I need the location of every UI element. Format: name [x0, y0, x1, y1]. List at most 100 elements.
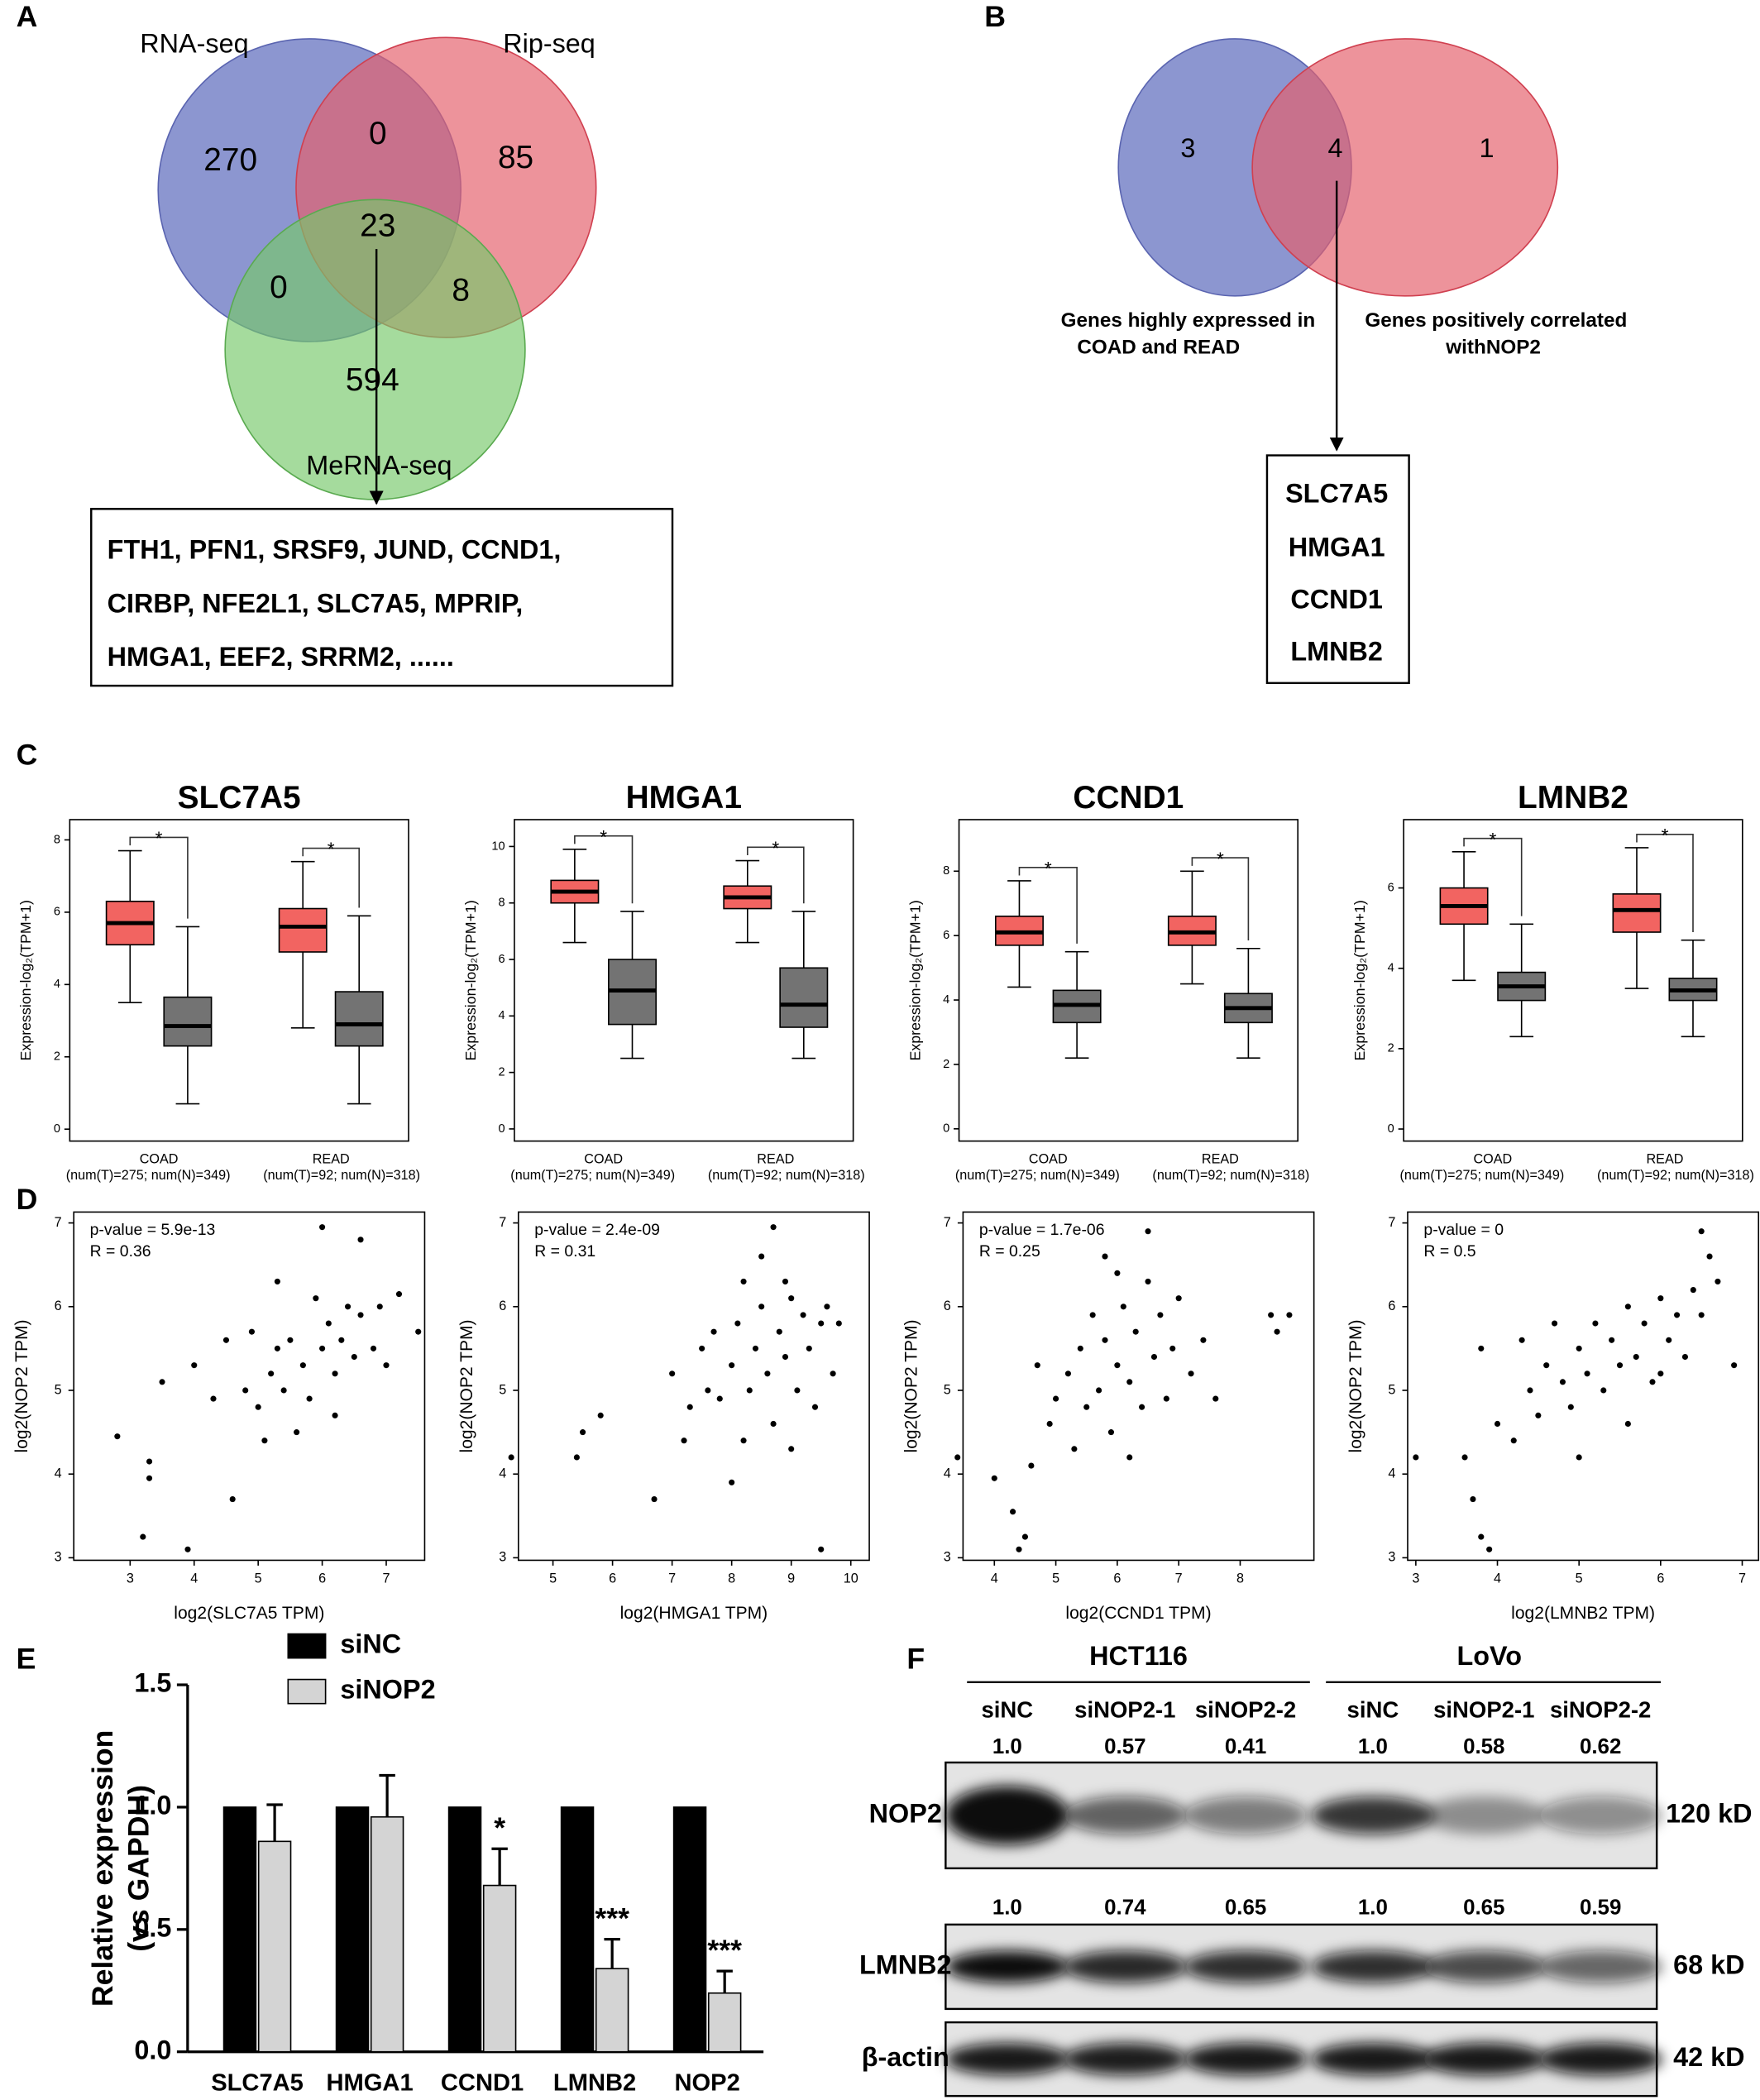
y-tick-label: 4 [944, 1466, 951, 1481]
set-label: Genes highly expressed in [1061, 309, 1315, 332]
gene-list: HMGA1, EEF2, SRRM2, ...... [108, 642, 454, 672]
y-tick-label: 8 [943, 864, 949, 878]
bar [482, 1884, 517, 2053]
band-ratio: 0.65 [1463, 1896, 1504, 1919]
blot-band [1063, 2043, 1187, 2076]
plot-frame [1403, 819, 1743, 1142]
significance-mark: * [1489, 829, 1496, 850]
region-count: 594 [346, 362, 399, 398]
point [782, 1353, 789, 1361]
point [1616, 1362, 1624, 1369]
set-label: Genes positively correlated [1365, 309, 1627, 332]
point [651, 1495, 658, 1503]
point [580, 1429, 586, 1436]
y-tick-label: 6 [943, 929, 949, 942]
bar [447, 1806, 482, 2053]
y-tick-label: 4 [943, 993, 949, 1007]
group-label: HCT116 [1089, 1641, 1188, 1671]
chart-title: CCND1 [1073, 780, 1184, 816]
x-tick-label: 10 [844, 1571, 858, 1586]
point [332, 1371, 338, 1377]
point [746, 1387, 753, 1394]
point [191, 1362, 198, 1369]
significance-mark: * [1662, 825, 1669, 846]
region-count: 4 [1328, 133, 1343, 163]
point [1600, 1387, 1607, 1394]
lane-label: siNC [1347, 1697, 1399, 1723]
point [1470, 1495, 1476, 1503]
gene-box [90, 508, 674, 687]
blot-band [1422, 1950, 1546, 1983]
point [344, 1304, 352, 1310]
band-ratio: 0.58 [1463, 1735, 1504, 1758]
point [1576, 1454, 1582, 1461]
lane-label: siNOP2-2 [1195, 1697, 1296, 1723]
point [1089, 1312, 1096, 1318]
point [794, 1387, 801, 1394]
panel-label: D [17, 1183, 38, 1216]
y-tick-label: 5 [944, 1382, 951, 1397]
point [699, 1345, 705, 1351]
x-tick-label: COAD [140, 1152, 179, 1167]
point [1690, 1286, 1696, 1294]
point [1102, 1253, 1108, 1260]
annotation: R = 0.5 [1423, 1242, 1475, 1260]
point [140, 1533, 146, 1540]
significance-bracket [1018, 866, 1078, 944]
point [242, 1387, 249, 1394]
point [319, 1224, 326, 1231]
x-axis-label: log2(SLC7A5 TPM) [174, 1604, 324, 1623]
y-tick-label: 3 [499, 1550, 506, 1565]
point [1641, 1320, 1648, 1327]
x-tick-label: READ [313, 1152, 350, 1167]
x-tick-label: LMNB2 [553, 2069, 636, 2096]
point [818, 1546, 825, 1552]
point [1274, 1328, 1280, 1335]
legend-swatch [287, 1633, 327, 1659]
point [597, 1412, 604, 1418]
significance-bracket [1191, 857, 1250, 941]
point [280, 1387, 287, 1394]
x-tick-label: 3 [127, 1571, 134, 1586]
y-tick-label: 6 [54, 906, 60, 919]
x-tick-label: COAD [1473, 1152, 1512, 1167]
point [415, 1328, 422, 1335]
significance-mark: * [494, 1811, 505, 1844]
point [1145, 1278, 1151, 1284]
y-tick-label: 0.5 [134, 1912, 171, 1942]
point [306, 1395, 313, 1402]
annotation: p-value = 5.9e-13 [90, 1221, 216, 1239]
point [1016, 1546, 1022, 1552]
gene: CCND1 [1290, 585, 1383, 615]
point [1114, 1270, 1121, 1276]
point [1674, 1312, 1681, 1318]
x-tick-note: (num(T)=92; num(N)=318) [1152, 1168, 1309, 1183]
point [1486, 1546, 1493, 1552]
x-tick-label: COAD [584, 1152, 623, 1167]
size-label: 68 kD [1673, 1949, 1744, 1979]
y-tick-label: 2 [54, 1050, 60, 1064]
y-tick-label: 5 [499, 1382, 506, 1397]
box [334, 991, 384, 1047]
significance-bracket [1636, 833, 1694, 933]
blot-band [1063, 1950, 1187, 1983]
point [1053, 1395, 1059, 1402]
point [1698, 1312, 1705, 1318]
size-label: 42 kD [1673, 2042, 1744, 2072]
point [1163, 1395, 1169, 1402]
bar [707, 1992, 742, 2053]
x-tick-label: COAD [1029, 1152, 1068, 1167]
point [1175, 1295, 1182, 1302]
blot-band [1184, 1950, 1308, 1983]
lane-label: siNOP2-1 [1433, 1697, 1534, 1723]
blot-band [1538, 1950, 1662, 1983]
point [1584, 1371, 1590, 1377]
set-label: COAD and READ [1077, 336, 1240, 358]
x-axis-label: log2(CCND1 TPM) [1065, 1604, 1211, 1623]
x-tick-note: (num(T)=275; num(N)=349) [510, 1168, 675, 1183]
point [261, 1437, 268, 1444]
x-tick-label: 6 [609, 1571, 616, 1586]
point [1478, 1533, 1485, 1540]
box [1612, 893, 1662, 933]
plot-frame [514, 819, 854, 1142]
